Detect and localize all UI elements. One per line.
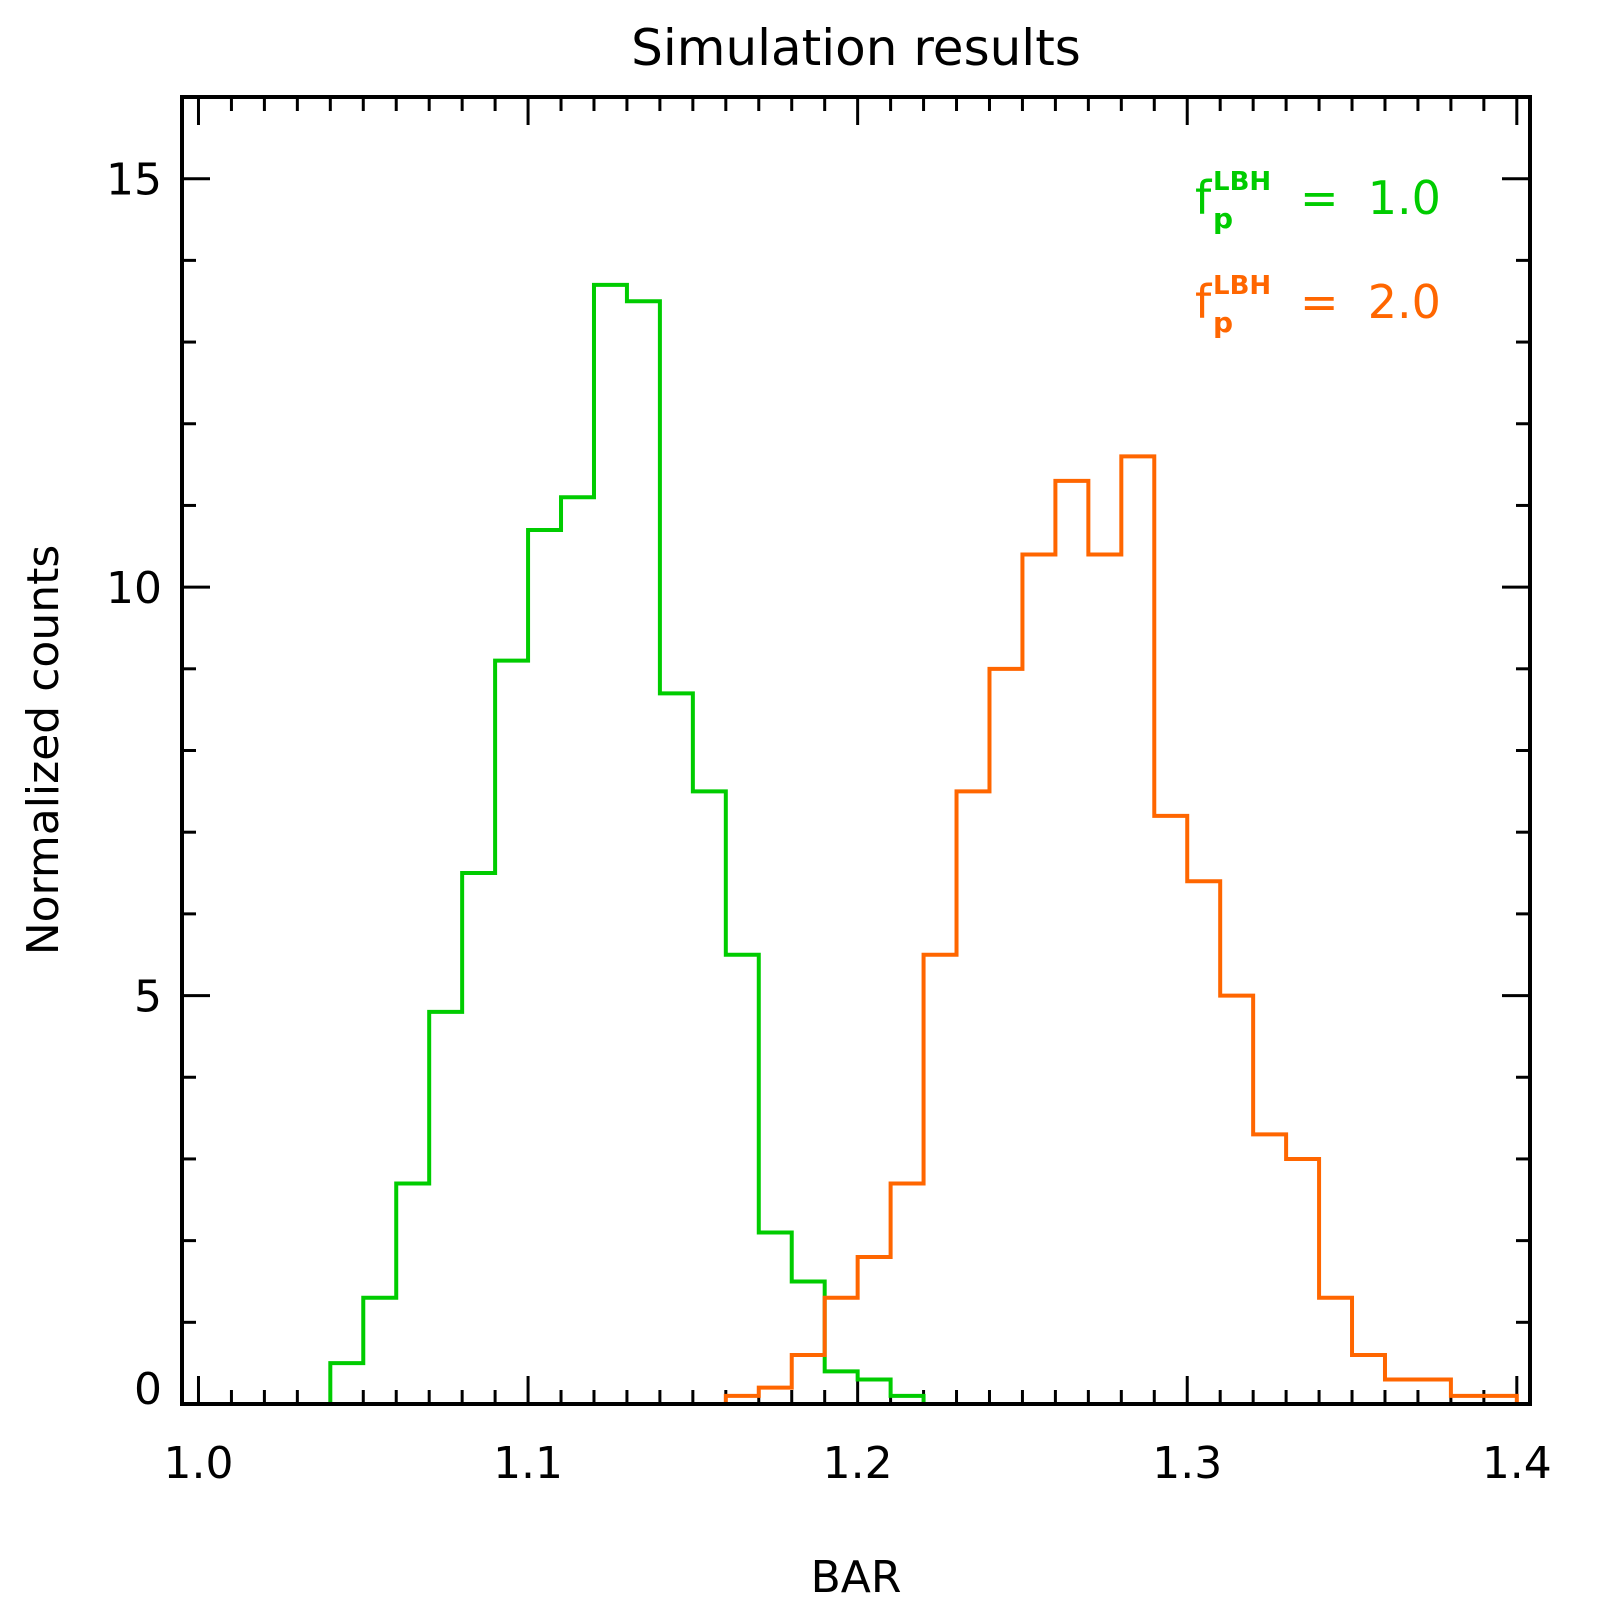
histogram-bin [825,1298,858,1404]
histogram-bin [528,530,561,1404]
histogram-bin [924,955,957,1404]
series-2-line [723,454,1519,1404]
histogram-bin [759,1388,792,1404]
histogram-bin [1352,1355,1385,1404]
histogram-bin [627,301,660,1404]
x-axis-label: BAR [811,1552,902,1603]
legend: f p LBH = 1.0 f p LBH = 2.0 [1195,167,1441,339]
histogram-bin [1319,1298,1352,1404]
x-tick-label: 1.1 [493,1438,563,1489]
histogram-bin [825,1371,858,1404]
legend-entry-1: f p LBH = 1.0 [1195,167,1441,235]
histogram-bin [1187,881,1220,1404]
x-tick-label: 1.0 [163,1438,233,1489]
histogram-bin [363,1298,396,1404]
legend-1-main: f [1195,171,1213,225]
histogram-bin [693,791,726,1404]
x-tick-label: 1.2 [823,1438,893,1489]
y-tick-label: 15 [106,155,162,206]
histogram-bin [1220,996,1253,1404]
histogram-bin [495,661,528,1404]
plot-frame [180,95,1532,1406]
legend-2-sup: LBH [1213,271,1271,301]
histogram-bin [462,873,495,1404]
histogram-bin [1385,1379,1418,1404]
histogram-bin [1022,554,1055,1404]
legend-entry-2: f p LBH = 2.0 [1195,271,1441,339]
histogram-bin [1088,554,1121,1404]
histogram-bin [561,497,594,1404]
y-tick-label: 5 [134,972,162,1023]
histogram-bin [396,1183,429,1404]
histogram-bin [429,1012,462,1404]
histogram-bin [989,669,1022,1404]
histogram-bin [594,285,627,1404]
histogram-bin [1154,816,1187,1404]
histogram-bin [759,1232,792,1404]
legend-1-value: = 1.0 [1300,171,1441,225]
histogram-bin [1418,1379,1451,1404]
histogram-bin [1286,1159,1319,1404]
series-1-line [328,282,926,1404]
histogram-series [328,282,1519,1404]
histogram-bin [1055,481,1088,1404]
histogram-bin [858,1257,891,1404]
histogram-bin [858,1379,891,1404]
histogram-bin [660,693,693,1404]
legend-1-sub: p [1213,202,1233,235]
legend-2-value: = 2.0 [1300,275,1441,329]
y-axis-label: Normalized counts [18,545,69,956]
histogram-bin [792,1281,825,1404]
axis-ticks: 1.0 1.1 1.2 1.3 1.4 0 5 10 15 [106,95,1552,1489]
x-tick-label: 1.3 [1152,1438,1222,1489]
chart-title: Simulation results [631,19,1081,77]
y-tick-label: 10 [106,563,162,614]
histogram-bin [792,1355,825,1404]
legend-2-sub: p [1213,306,1233,339]
histogram-bin [726,955,759,1404]
y-tick-label: 0 [134,1364,162,1415]
histogram-bin [957,791,990,1404]
histogram-bin [891,1183,924,1404]
x-tick-label: 1.4 [1482,1438,1552,1489]
legend-1-sup: LBH [1213,167,1271,197]
histogram-bin [1121,456,1154,1404]
histogram-bin [330,1363,363,1404]
histogram-bin [1253,1134,1286,1404]
legend-2-main: f [1195,275,1213,329]
